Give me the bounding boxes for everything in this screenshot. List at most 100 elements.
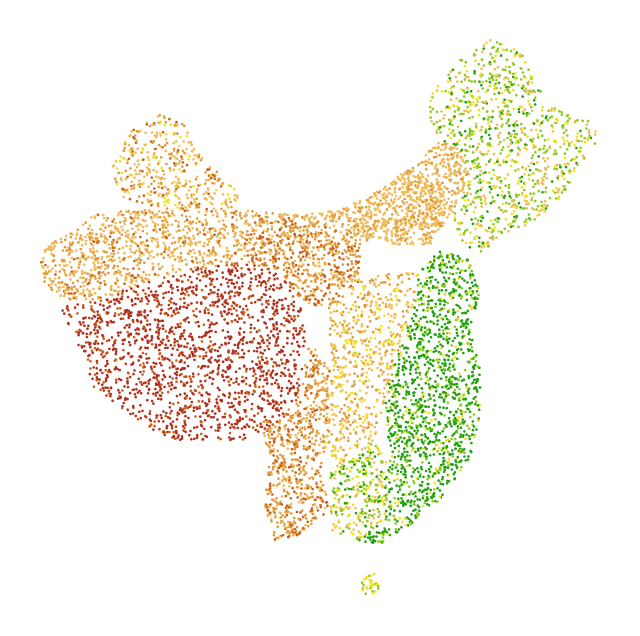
map-dot: [122, 195, 125, 199]
map-dot: [182, 331, 185, 335]
map-dot: [288, 479, 291, 482]
map-dot: [104, 377, 108, 381]
map-dot: [341, 295, 344, 298]
map-dot: [139, 403, 142, 407]
map-dot: [166, 201, 170, 205]
map-dot: [253, 349, 256, 353]
map-dot: [79, 323, 83, 326]
map-dot: [341, 263, 345, 266]
map-dot: [59, 237, 63, 241]
map-dot: [179, 322, 182, 325]
map-dot: [230, 270, 234, 274]
map-dot: [167, 223, 170, 227]
map-dot: [128, 326, 131, 329]
map-dot: [254, 241, 258, 245]
map-dot: [397, 197, 400, 201]
map-dot: [166, 390, 170, 394]
map-dot: [164, 226, 168, 230]
map-dot: [118, 391, 121, 394]
map-dot: [274, 257, 277, 261]
map-dot: [442, 221, 445, 225]
map-dot: [229, 426, 232, 429]
map-dot: [313, 238, 317, 241]
map-dot: [43, 280, 46, 283]
map-dot: [223, 310, 227, 314]
map-dot: [270, 357, 274, 361]
map-dot: [108, 247, 112, 250]
map-dot: [148, 378, 152, 381]
map-dot: [216, 212, 219, 215]
map-dot: [76, 303, 79, 306]
map-dot: [187, 158, 190, 161]
map-dot: [158, 267, 161, 271]
map-dot: [130, 240, 134, 244]
map-dot: [443, 148, 446, 151]
map-dot: [184, 430, 187, 434]
map-dot: [191, 338, 194, 342]
map-dot: [301, 238, 305, 241]
map-dot: [393, 197, 397, 201]
map-dot: [186, 196, 190, 200]
map-dot: [183, 151, 186, 155]
map-dot: [258, 214, 261, 218]
map-dot: [282, 444, 286, 448]
map-dot: [395, 230, 399, 233]
map-dot: [150, 131, 154, 134]
map-dot: [203, 252, 206, 255]
map-dot: [147, 185, 150, 189]
map-dot: [128, 149, 132, 152]
map-dot: [198, 391, 201, 395]
map-dot: [116, 307, 119, 310]
map-dot: [253, 327, 256, 330]
map-dot: [174, 203, 177, 207]
map-dot: [93, 315, 97, 319]
map-dot: [293, 259, 297, 263]
map-dot: [243, 237, 247, 241]
map-dot: [223, 305, 226, 309]
map-dot: [248, 340, 252, 344]
map-dot: [274, 309, 277, 313]
map-dot: [411, 188, 414, 191]
map-dot: [347, 223, 350, 227]
map-dot: [180, 155, 183, 158]
map-dot: [290, 317, 294, 321]
map-dot: [68, 251, 71, 255]
map-dot: [138, 172, 141, 176]
map-dot: [261, 231, 265, 235]
map-dot: [450, 193, 454, 196]
map-dot: [428, 207, 432, 210]
map-dot: [175, 373, 179, 377]
map-dot: [182, 244, 186, 248]
map-dot: [99, 227, 102, 231]
map-dot: [440, 158, 444, 161]
map-dot: [140, 299, 143, 303]
map-dot: [288, 321, 291, 324]
map-dot: [316, 452, 319, 455]
map-dot: [421, 212, 425, 215]
map-dot: [175, 194, 178, 198]
map-dot: [180, 372, 183, 376]
map-dot: [156, 299, 159, 303]
map-dot: [272, 299, 276, 303]
map-dot: [102, 389, 106, 392]
map-dot: [266, 508, 270, 512]
map-dot: [115, 241, 119, 244]
map-dot: [266, 338, 270, 342]
map-dot: [261, 338, 265, 342]
map-dot: [145, 224, 149, 228]
map-dot: [242, 408, 246, 412]
map-dot: [363, 214, 367, 218]
map-dot: [103, 283, 107, 286]
map-dot: [197, 324, 201, 328]
map-dot: [176, 206, 179, 209]
map-dot: [89, 216, 93, 219]
map-dot: [205, 210, 208, 213]
map-dot: [83, 271, 87, 274]
map-dot: [42, 266, 45, 270]
map-dot: [321, 273, 325, 277]
map-dot: [434, 229, 437, 233]
map-dot: [176, 340, 179, 343]
map-dot: [396, 175, 400, 179]
map-dot: [275, 321, 278, 324]
